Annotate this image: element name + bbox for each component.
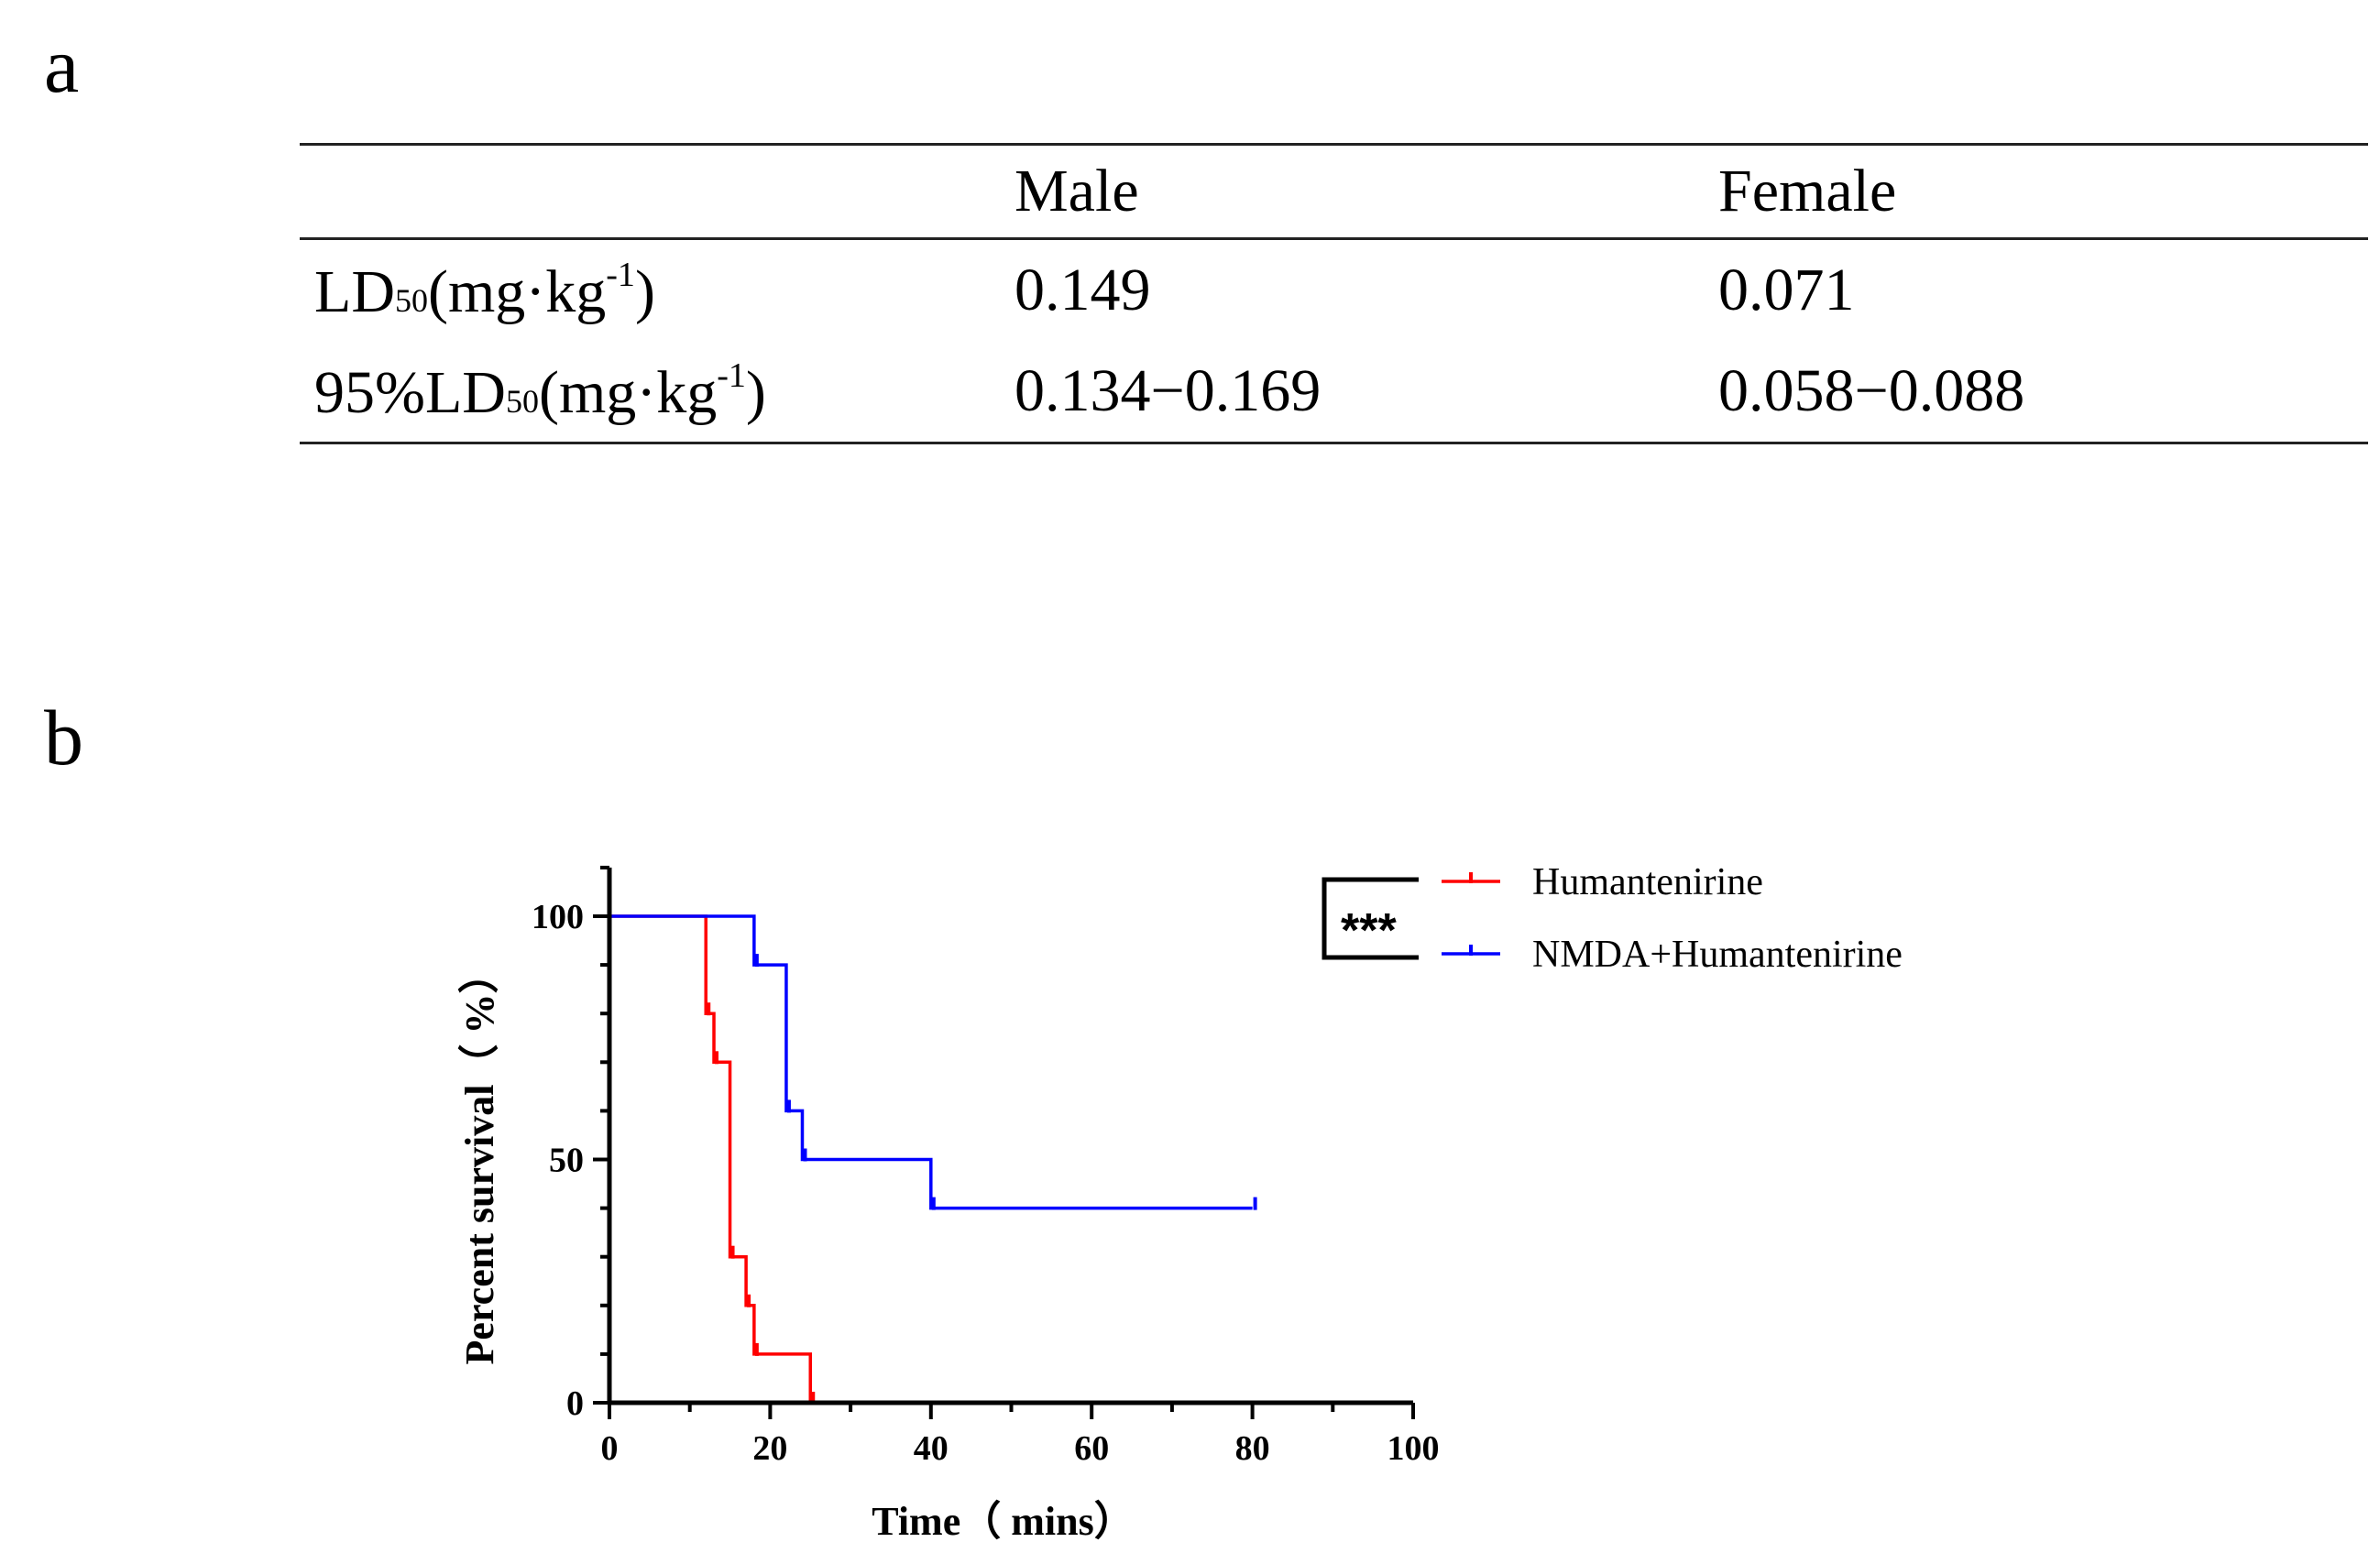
row-label: LD50(mg·kg-1) (314, 255, 655, 325)
cell-male: 0.134−0.169 (1015, 357, 1322, 424)
row-label: 95%LD50(mg·kg-1) (314, 355, 766, 426)
x-tick-label: 0 (601, 1429, 619, 1468)
y-tick-label: 100 (532, 898, 584, 936)
cell-male: 0.149 (1015, 257, 1151, 323)
panel-label-b: b (44, 694, 83, 782)
table-header-row: Male Female (300, 144, 2368, 239)
x-tick-label: 20 (752, 1429, 787, 1468)
significance-bracket (1322, 877, 1419, 960)
x-tick-label: 40 (914, 1429, 949, 1468)
cell-female: 0.071 (1718, 257, 1855, 323)
panel-label-a: a (44, 21, 80, 109)
cell-female: 0.058−0.088 (1718, 357, 2025, 424)
y-tick-label: 0 (566, 1384, 584, 1423)
header-male: Male (1015, 158, 1139, 224)
y-tick-label: 50 (549, 1142, 584, 1180)
significance-label: *** (1341, 904, 1397, 957)
y-axis-title: Percent survival（ %） (457, 954, 502, 1365)
x-tick-label: 60 (1074, 1429, 1109, 1468)
legend-label-1: NMDA+Humantenirine (1532, 934, 1903, 976)
series-line-0 (609, 914, 812, 1403)
x-tick-label: 100 (1387, 1429, 1440, 1468)
x-tick-label: 80 (1235, 1429, 1270, 1468)
legend-label-0: Humantenirine (1532, 861, 1763, 903)
table-row: 95%LD50(mg·kg-1) 0.134−0.169 0.058−0.088 (300, 341, 2368, 443)
header-female: Female (1718, 158, 1897, 224)
ld50-table: Male Female LD50(mg·kg-1) 0.149 0.071 95… (300, 143, 2368, 444)
x-axis-title: Time（ mins） (872, 1499, 1134, 1544)
table-row: LD50(mg·kg-1) 0.149 0.071 (300, 239, 2368, 342)
series-line-1 (609, 914, 1253, 1210)
